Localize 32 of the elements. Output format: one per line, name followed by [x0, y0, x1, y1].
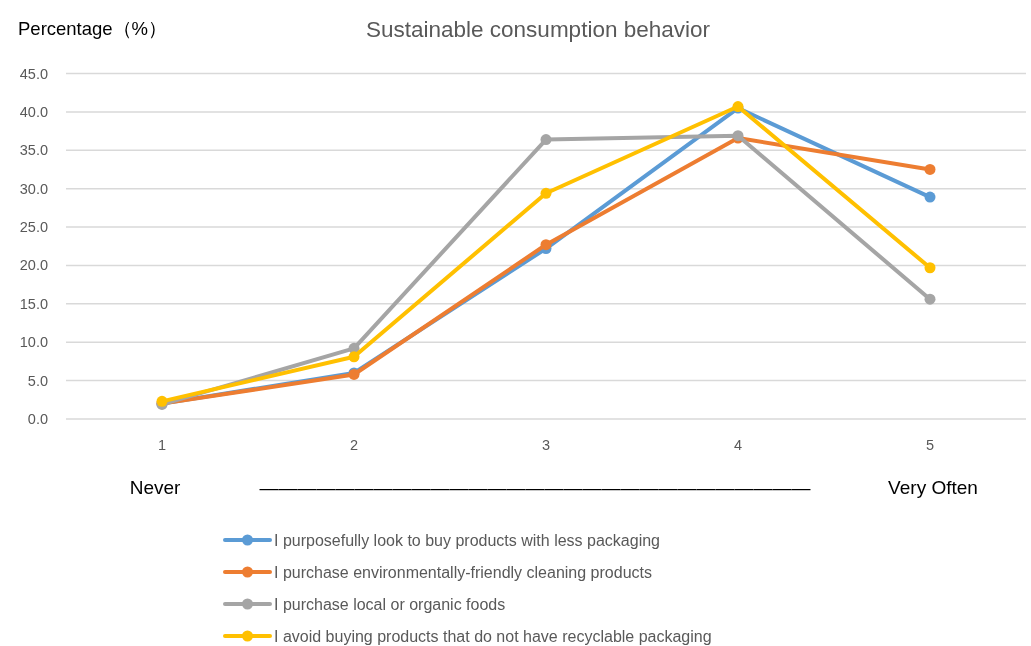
x-tick-label: 4	[733, 437, 743, 453]
point	[348, 351, 360, 363]
y-tick-label: 45.0	[19, 65, 48, 82]
point	[540, 187, 552, 199]
y-tick-label: 0.0	[27, 411, 48, 427]
point	[924, 262, 936, 274]
x-tick-label: 5	[925, 437, 935, 453]
y-tick-label: 30.0	[19, 180, 48, 197]
y-tick-label: 10.0	[19, 334, 48, 351]
y-tick-label: 20.0	[19, 257, 48, 274]
legend-label: I avoid buying products that do not have recyclable packaging	[274, 628, 712, 645]
y-tick-label: 15.0	[19, 295, 48, 312]
legend-label: I purchase environmentally-friendly cleaning products	[274, 564, 652, 581]
x-tick-label: 3	[541, 437, 551, 453]
text: Never	[129, 477, 182, 498]
text: Very Often	[888, 477, 978, 498]
y-tick-label: 25.0	[19, 219, 48, 236]
x-tick-label: 2	[349, 437, 359, 453]
legend-label: I purposefully look to buy products with less packaging	[274, 532, 660, 549]
x-tick-label: 1	[157, 437, 167, 453]
point	[540, 239, 552, 251]
chart-title: Sustainable consumption behavior	[366, 17, 711, 42]
point	[924, 293, 936, 305]
point	[924, 163, 936, 175]
y-axis-title: Percentage（%）	[18, 18, 168, 39]
y-tick-label: 35.0	[19, 142, 48, 159]
point	[924, 191, 936, 203]
y-tick-label: 40.0	[19, 103, 48, 120]
point	[540, 134, 552, 146]
y-tick-label: 5.0	[27, 372, 48, 389]
text: —————————————————————————————	[259, 477, 811, 498]
legend-label: I purchase local or organic foods	[274, 596, 506, 613]
